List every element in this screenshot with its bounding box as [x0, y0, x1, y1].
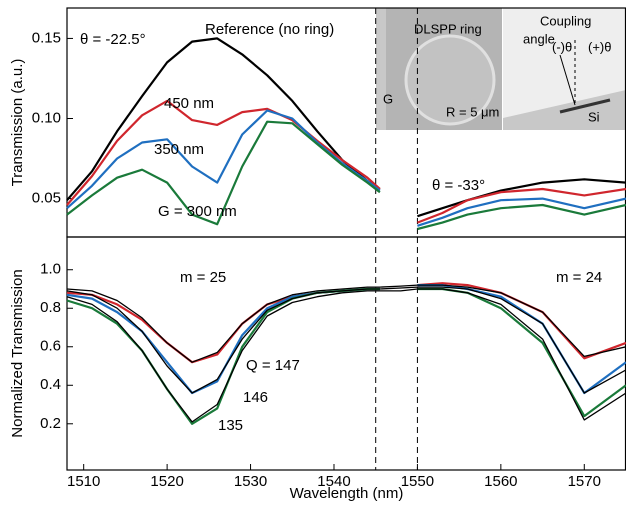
- annotation: θ = -33°: [432, 177, 485, 194]
- annotation: angle: [523, 31, 555, 46]
- x-tick-label: 1540: [317, 473, 350, 490]
- annotation: R = 5 μm: [446, 104, 499, 119]
- series-label: Reference (no ring): [205, 21, 334, 38]
- annotation: Si: [588, 109, 600, 124]
- x-tick-label: 1530: [234, 473, 267, 490]
- y-tick-label: 0.4: [40, 376, 61, 393]
- data-line: [66, 287, 626, 425]
- annotation: Coupling: [540, 13, 591, 28]
- data-line: [66, 99, 626, 224]
- data-line: [66, 286, 626, 394]
- annotation: m = 24: [556, 269, 602, 286]
- inset-waveguide: [376, 8, 386, 130]
- x-tick-label: 1550: [401, 473, 434, 490]
- annotation: θ = -22.5°: [80, 31, 146, 48]
- y-axis-label: Transmission (a.u.): [9, 59, 26, 187]
- series-label: 146: [243, 389, 268, 406]
- y-tick-label: 0.2: [40, 415, 61, 432]
- inset-beam: [559, 54, 576, 106]
- x-tick-label: 1560: [484, 473, 517, 490]
- x-tick-label: 1510: [67, 473, 100, 490]
- annotation: G: [383, 91, 393, 106]
- series-label: Q = 147: [246, 357, 300, 374]
- y-tick-label: 0.6: [40, 338, 61, 355]
- x-tick-label: 1520: [150, 473, 183, 490]
- data-line: [66, 109, 626, 227]
- series-label: 135: [218, 417, 243, 434]
- y-axis-label: Normalized Transmission: [9, 269, 26, 437]
- y-tick-label: 1.0: [40, 261, 61, 278]
- inset-ring: [404, 34, 496, 126]
- data-line: [66, 288, 626, 423]
- data-line: [66, 37, 626, 218]
- y-tick-label: 0.15: [32, 29, 61, 46]
- y-tick-label: 0.05: [32, 190, 61, 207]
- plot-frame: [66, 236, 626, 471]
- y-tick-label: 0.10: [32, 109, 61, 126]
- series-label: 450 nm: [164, 95, 214, 112]
- series-label: G = 300 nm: [158, 203, 237, 220]
- inset-waveguide-schematic: [559, 98, 611, 114]
- x-axis-label: Wavelength (nm): [290, 485, 404, 502]
- annotation: DLSPP ring: [414, 21, 482, 36]
- data-line: [66, 120, 626, 231]
- series-label: 350 nm: [154, 141, 204, 158]
- y-tick-label: 0.8: [40, 299, 61, 316]
- annotation: (-)θ: [552, 39, 572, 54]
- data-line: [66, 284, 626, 363]
- annotation: (+)θ: [588, 39, 611, 54]
- annotation: m = 25: [180, 269, 226, 286]
- x-tick-label: 1570: [568, 473, 601, 490]
